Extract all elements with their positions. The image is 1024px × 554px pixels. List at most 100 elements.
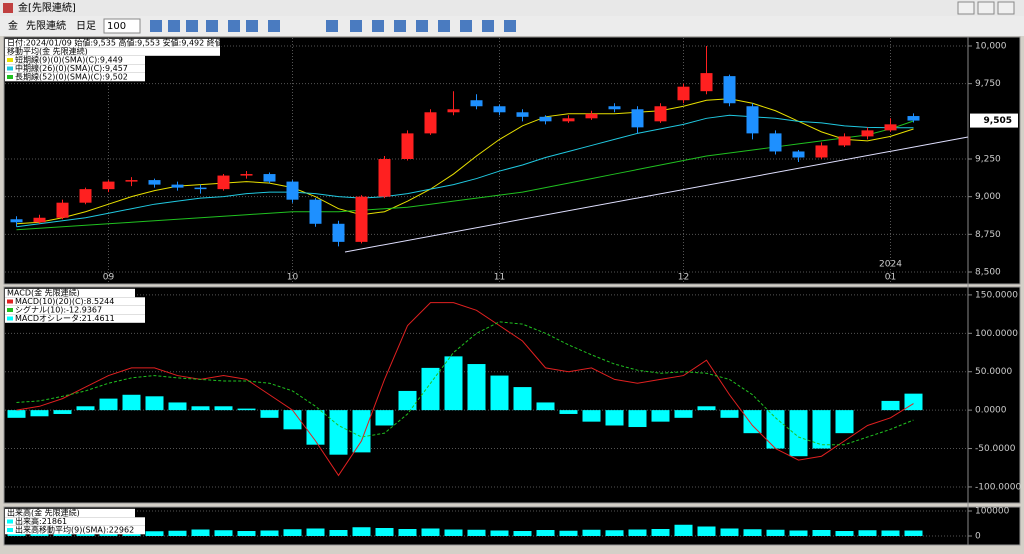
legend-entry: 短期線(9)(0)(SMA)(C):9,449: [15, 55, 123, 65]
period-selector[interactable]: 日足: [76, 20, 96, 32]
oscillator-bar: [720, 410, 739, 418]
candle-body: [240, 174, 253, 176]
count-value: 100: [107, 21, 126, 32]
tool-icon[interactable]: [186, 20, 198, 32]
price-panel: [3, 36, 1021, 285]
oscillator-bar: [7, 410, 26, 418]
candle-body: [608, 106, 621, 110]
legend-entry: 中期線(26)(0)(SMA)(C):9,457: [15, 63, 128, 73]
volume-bar: [421, 528, 440, 536]
legend-entry: 出来高:21861: [15, 516, 67, 526]
maximize-button[interactable]: [977, 1, 995, 15]
oscillator-bar: [99, 398, 118, 411]
oscillator-bar: [53, 410, 72, 414]
legend-swatch: [7, 528, 13, 532]
y-tick-label: 9,250: [975, 154, 1001, 164]
tool-icon[interactable]: [228, 20, 240, 32]
volume-bar: [904, 530, 923, 536]
oscillator-bar: [145, 396, 164, 411]
candle-body: [677, 86, 690, 101]
minimize-button[interactable]: [957, 1, 975, 15]
close-button[interactable]: [997, 1, 1015, 15]
candle-body: [194, 187, 207, 190]
legend-title: 移動平均(金 先限連続): [7, 46, 88, 56]
candle-body: [884, 124, 897, 131]
candle-body: [700, 73, 713, 92]
legend-entry: 長期線(52)(0)(SMA)(C):9,502: [15, 72, 128, 82]
legend-swatch: [7, 58, 13, 62]
volume-bar: [674, 524, 693, 536]
candle-body: [539, 116, 552, 122]
y-tick-label: 150.0000: [975, 290, 1018, 300]
legend-swatch: [7, 308, 13, 312]
tool-icon[interactable]: [372, 20, 384, 32]
volume-bar: [720, 528, 739, 536]
oscillator-bar: [329, 410, 348, 455]
y-tick-label: -50.0000: [975, 444, 1016, 454]
tool-icon[interactable]: [504, 20, 516, 32]
oscillator-bar: [536, 402, 555, 411]
oscillator-bar: [651, 410, 670, 422]
count-input[interactable]: [103, 18, 141, 34]
oscillator-bar: [605, 410, 624, 426]
candle-body: [102, 181, 115, 190]
moving-average-line: [16, 120, 914, 231]
oscillator-bar: [766, 410, 785, 449]
volume-bar: [858, 530, 877, 536]
volume-bar: [467, 529, 486, 536]
tool-icon[interactable]: [168, 20, 180, 32]
toolbar-icons: [150, 20, 516, 32]
window-title: 金[先限連続]: [18, 1, 76, 14]
tool-icon[interactable]: [246, 20, 258, 32]
legend-entry: MACDオシレータ:21.4611: [15, 314, 115, 323]
oscillator-bar: [490, 375, 509, 411]
tool-icon[interactable]: [460, 20, 472, 32]
last-price-label: 9,505: [984, 116, 1012, 126]
tool-icon[interactable]: [438, 20, 450, 32]
volume-bar: [260, 530, 279, 536]
volume-bar: [789, 530, 808, 536]
candle-body: [10, 219, 23, 223]
title-bar: [0, 0, 1024, 16]
tool-icon[interactable]: [150, 20, 162, 32]
legend-swatch: [7, 299, 13, 304]
candle-body: [861, 130, 874, 137]
candle-body: [815, 145, 828, 158]
tool-icon[interactable]: [416, 20, 428, 32]
legend-bg: [5, 47, 220, 56]
tool-icon[interactable]: [268, 20, 280, 32]
volume-bar: [306, 528, 325, 536]
candle-body: [217, 175, 230, 190]
candle-body: [493, 106, 506, 113]
volume-bar: [168, 530, 187, 536]
tool-icon[interactable]: [350, 20, 362, 32]
candle-body: [447, 109, 460, 113]
candle-body: [309, 199, 322, 224]
oscillator-bar: [628, 410, 647, 428]
candle-body: [148, 180, 161, 185]
symbol-selector[interactable]: 金: [8, 19, 18, 32]
oscillator-bar: [191, 406, 210, 411]
contract-selector[interactable]: 先限連続: [26, 19, 66, 32]
legend-title: 日付:2024/01/09 始値:9,535 高値:9,553 安値:9,492…: [7, 38, 248, 48]
volume-panel: [3, 506, 1021, 546]
x-tick-label: 11: [494, 273, 505, 283]
volume-bar: [214, 530, 233, 536]
oscillator-bar: [812, 410, 831, 449]
tool-icon[interactable]: [206, 20, 218, 32]
oscillator-bar: [467, 364, 486, 411]
tool-icon[interactable]: [326, 20, 338, 32]
oscillator-bar: [513, 387, 532, 411]
candle-body: [424, 112, 437, 134]
tool-icon[interactable]: [394, 20, 406, 32]
candle-body: [125, 180, 138, 182]
volume-bar: [513, 531, 532, 536]
candle-body: [562, 118, 575, 122]
x-tick-label: 12: [678, 273, 689, 283]
volume-bar: [628, 529, 647, 536]
volume-bar: [237, 531, 256, 536]
oscillator-bar: [375, 410, 394, 426]
tool-icon[interactable]: [482, 20, 494, 32]
legend-bg: [5, 508, 135, 518]
oscillator-bar: [237, 408, 256, 411]
